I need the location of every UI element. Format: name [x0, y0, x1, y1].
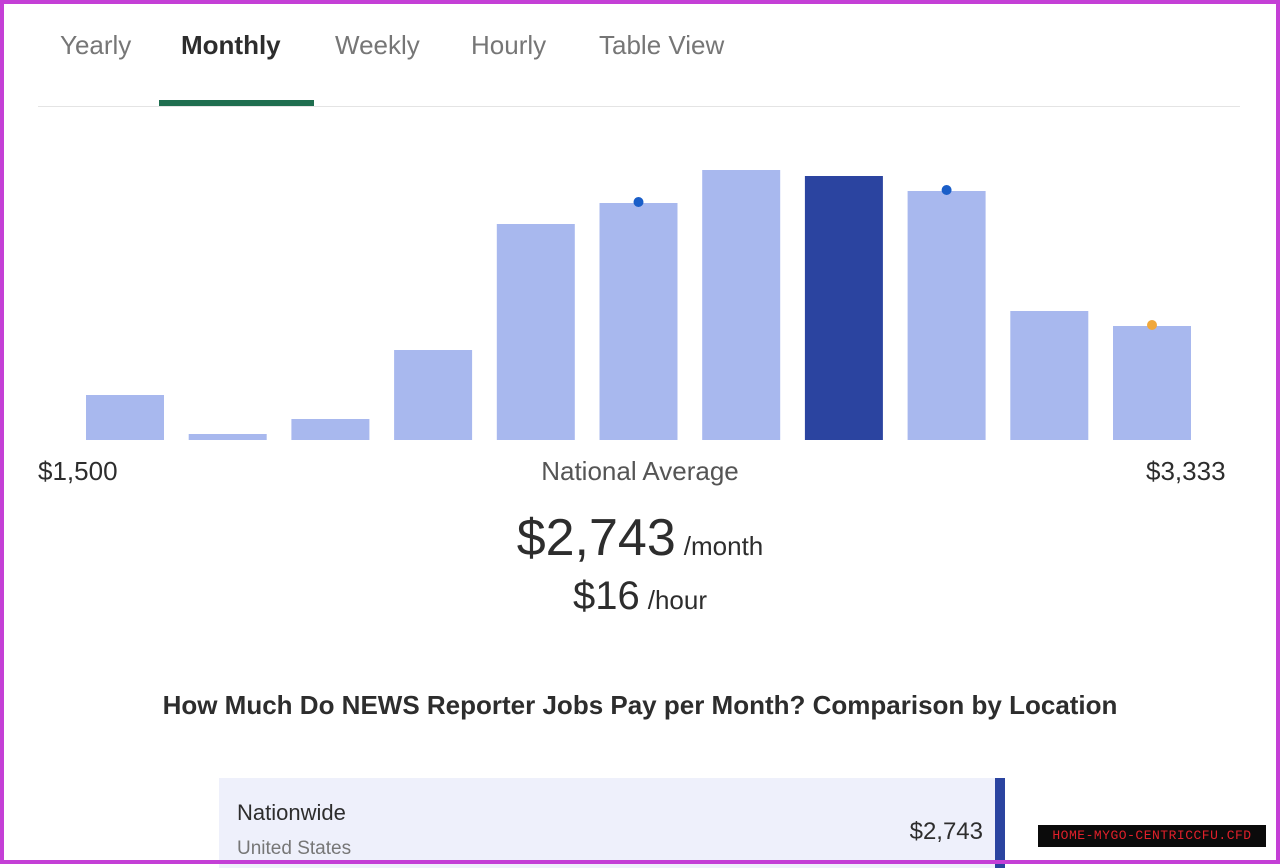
histogram-bar[interactable]: [599, 203, 678, 440]
tab-monthly[interactable]: Monthly: [181, 30, 281, 60]
histogram-bar[interactable]: [291, 419, 370, 440]
histogram-bar[interactable]: [86, 395, 164, 440]
location-subtitle: United States: [237, 838, 352, 859]
x-axis-max-label: $3,333: [1146, 456, 1226, 486]
histogram-bar[interactable]: [702, 170, 781, 440]
salary-distribution-chart: [86, 170, 1191, 440]
location-value: $2,743: [909, 818, 983, 845]
location-comparison-title: How Much Do NEWS Reporter Jobs Pay per M…: [162, 690, 1118, 720]
histogram-bar[interactable]: [496, 224, 575, 440]
watermark: HOME-MYGO-CENTRICCFU.CFD: [1038, 825, 1266, 847]
tab-hourly[interactable]: Hourly: [471, 30, 547, 60]
average-hourly-pay: $16/hour: [340, 574, 940, 619]
bar-marker-dot: [941, 185, 952, 195]
salary-period-tabs: Yearly Monthly Weekly Hourly Table View: [38, 0, 1240, 107]
average-monthly-pay: $2,743/month: [340, 508, 940, 568]
hourly-value: $16: [572, 574, 640, 618]
histogram-bar[interactable]: [1113, 326, 1191, 440]
histogram-bar-highlight[interactable]: [804, 176, 883, 440]
monthly-value: $2,743: [516, 509, 676, 567]
tab-weekly[interactable]: Weekly: [335, 30, 420, 60]
x-axis-min-label: $1,500: [38, 456, 118, 486]
x-axis-center-label: National Average: [541, 456, 739, 486]
tab-table-view[interactable]: Table View: [599, 30, 725, 60]
active-tab-indicator: [159, 100, 314, 106]
histogram-bar[interactable]: [1010, 311, 1089, 440]
bar-marker-dot: [633, 197, 644, 207]
hourly-unit: /hour: [647, 585, 707, 615]
bar-marker-dot: [1147, 320, 1157, 330]
tab-yearly[interactable]: Yearly: [60, 30, 132, 60]
histogram-bar[interactable]: [188, 434, 267, 440]
location-name: Nationwide: [237, 800, 346, 825]
monthly-unit: /month: [683, 531, 764, 561]
histogram-bar[interactable]: [394, 350, 473, 440]
location-row-nationwide[interactable]: Nationwide United States $2,743: [219, 778, 1005, 868]
histogram-bar[interactable]: [907, 191, 986, 440]
